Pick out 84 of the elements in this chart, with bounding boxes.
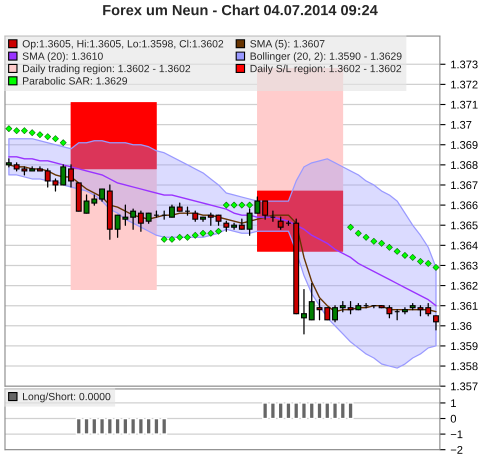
y-tick-label: 1.361 [451, 302, 478, 310]
legend-label: Daily S/L region: 1.3602 - 1.3602 [250, 64, 402, 74]
point [238, 202, 246, 208]
candlestick [216, 214, 222, 226]
candlestick [84, 194, 90, 214]
legend-label: Bollinger (20, 2): 1.3590 - 1.3629 [250, 52, 402, 62]
point [176, 234, 184, 241]
point [354, 230, 362, 237]
point [246, 202, 253, 208]
candlestick [324, 307, 330, 320]
y-tick-label: 1.358 [451, 362, 478, 370]
candlestick [68, 164, 74, 188]
y-tick-label: 1.357 [451, 382, 478, 390]
legend-label: SMA (20): 1.3610 [22, 52, 103, 62]
candlestick [394, 309, 400, 320]
point [394, 248, 401, 255]
y-tick-label: 1.363 [451, 262, 478, 270]
y-tick-label: 1 [451, 399, 456, 407]
point [386, 244, 393, 251]
point [230, 202, 238, 208]
y-tick-label: 1.371 [451, 100, 478, 109]
point [60, 139, 67, 146]
point [222, 202, 230, 208]
y-tick-label: −2 [450, 446, 462, 454]
point [370, 238, 378, 245]
candlestick [433, 315, 439, 330]
point [21, 127, 28, 134]
y-tick-label: −1 [450, 430, 462, 438]
y-tick-label: 1.364 [451, 242, 478, 250]
candlestick [308, 282, 315, 320]
candlestick [60, 164, 66, 186]
legend-label: SMA (5): 1.3607 [250, 40, 324, 50]
chart-title: Forex um Neun - Chart 04.07.2014 09:24 [103, 4, 378, 16]
candlestick [270, 210, 276, 222]
legend-label: Op:1.3605, Hi:1.3605, Lo:1.3598, Cl:1.3602 [22, 40, 224, 50]
point [13, 127, 20, 134]
point [432, 264, 440, 271]
point [424, 260, 432, 267]
point [362, 234, 370, 241]
point [160, 236, 168, 243]
point [417, 258, 424, 265]
candlestick [386, 305, 392, 318]
point [215, 228, 222, 235]
y-tick-label: 0 [450, 414, 456, 423]
y-tick-label: 1.365 [451, 221, 478, 230]
point [5, 125, 12, 132]
point [44, 133, 52, 140]
candlestick [192, 210, 198, 222]
y-tick-label: 1.372 [451, 80, 478, 89]
point [36, 131, 44, 138]
point [402, 252, 408, 259]
y-tick-label: 1.373 [451, 60, 478, 68]
point [184, 234, 191, 241]
y-tick-label: 1.37 [451, 120, 472, 129]
point [207, 230, 214, 237]
candlestick [52, 178, 58, 192]
legend-label: Parabolic SAR: 1.3629 [23, 76, 128, 85]
legend-label: Daily trading region: 1.3602 - 1.3602 [23, 64, 190, 74]
candlestick [301, 288, 307, 334]
candlestick [332, 305, 338, 322]
candlestick [208, 212, 214, 226]
y-tick-label: 1.369 [451, 141, 478, 149]
legend-label: Long/Short: 0.0000 [23, 392, 110, 402]
y-tick-label: 1.362 [451, 282, 478, 290]
candlestick [370, 305, 377, 308]
y-tick-label: 1.36 [451, 322, 472, 330]
y-tick-label: 1.368 [451, 161, 478, 169]
candlestick [316, 299, 322, 320]
candlestick [278, 216, 284, 230]
candlestick [161, 210, 168, 220]
point [28, 129, 36, 136]
point [52, 135, 59, 142]
point [168, 236, 176, 243]
point [192, 232, 199, 239]
y-tick-label: 1.366 [451, 201, 478, 210]
point [409, 254, 416, 261]
y-tick-label: 1.359 [451, 342, 478, 350]
candlestick [425, 303, 432, 316]
candlestick [168, 204, 175, 218]
candlestick [417, 305, 424, 316]
point [347, 224, 354, 231]
y-tick-label: 1.367 [451, 181, 478, 190]
point [200, 230, 206, 237]
point [378, 240, 386, 247]
